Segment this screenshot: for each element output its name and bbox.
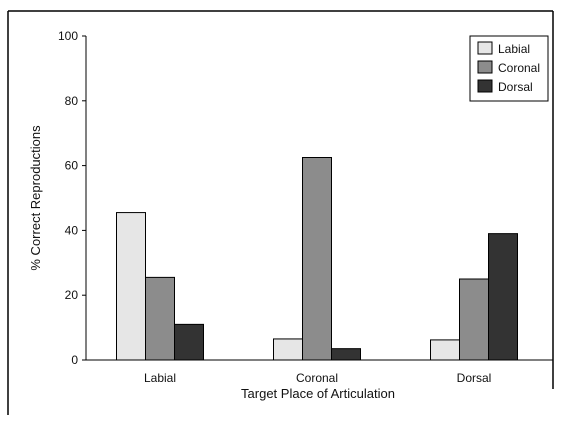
y-axis-title: % Correct Reproductions <box>28 125 43 271</box>
x-tick-label: Labial <box>144 371 176 385</box>
bar-coronal-dorsal <box>459 278 489 361</box>
y-tick-label: 0 <box>71 353 78 367</box>
legend-label-labial: Labial <box>498 42 530 56</box>
legend-swatch-labial <box>477 41 493 55</box>
y-ticks: 0 20 40 60 80 100 <box>58 29 86 367</box>
legend-label-coronal: Coronal <box>498 61 540 75</box>
legend-swatch-coronal <box>477 60 493 74</box>
bar-dorsal-dorsal <box>488 233 518 361</box>
bar-labial-labial <box>116 212 146 361</box>
bar-labial-dorsal <box>430 339 460 361</box>
bar-coronal-labial <box>145 276 175 361</box>
x-ticks: Labial Coronal Dorsal <box>144 371 491 385</box>
y-tick-label: 60 <box>65 159 79 173</box>
legend: Labial Coronal Dorsal <box>469 35 549 102</box>
x-tick-label: Coronal <box>296 371 338 385</box>
legend-label-dorsal: Dorsal <box>498 80 533 94</box>
bar-dorsal-labial <box>174 323 204 361</box>
bar-labial-coronal <box>273 338 303 361</box>
x-axis-title: Target Place of Articulation <box>241 386 395 401</box>
bars <box>116 157 518 361</box>
y-tick-label: 20 <box>65 288 79 302</box>
bar-coronal-coronal <box>302 157 332 361</box>
y-tick-label: 80 <box>65 94 79 108</box>
y-tick-label: 100 <box>58 29 78 43</box>
y-tick-label: 40 <box>65 223 79 237</box>
bar-dorsal-coronal <box>331 348 361 361</box>
x-tick-label: Dorsal <box>457 371 492 385</box>
legend-swatch-dorsal <box>477 79 493 93</box>
